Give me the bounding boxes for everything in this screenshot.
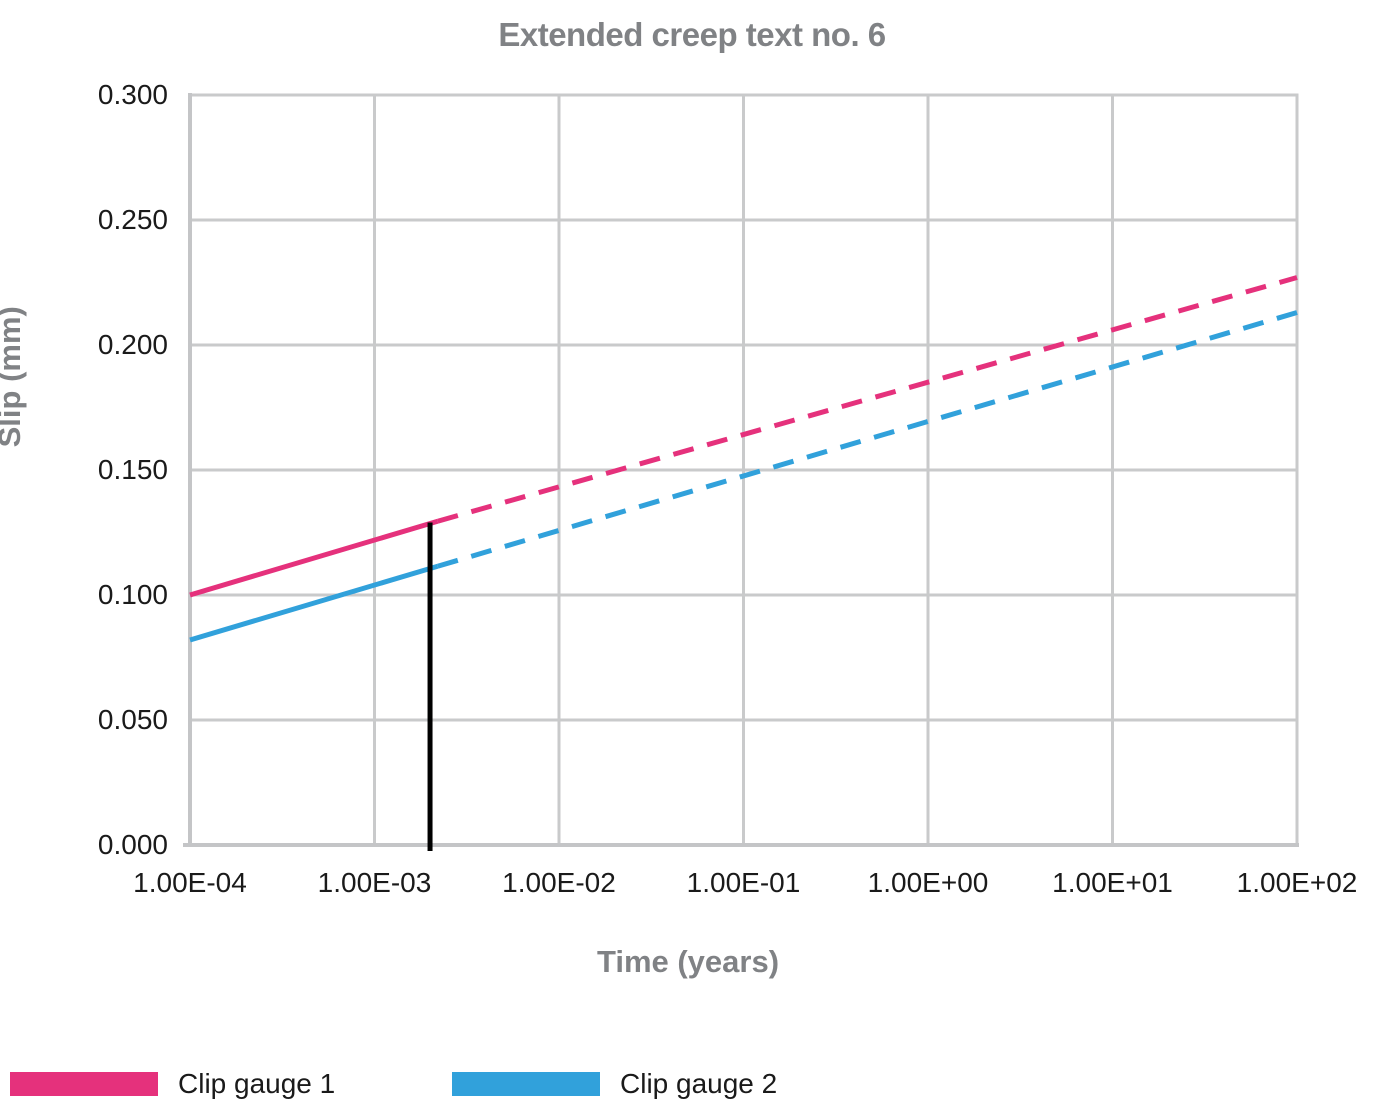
x-tick-label: 1.00E-02 xyxy=(502,867,616,898)
series-line-dashed-1 xyxy=(436,275,1298,524)
y-tick-label: 0.000 xyxy=(97,829,168,860)
legend-item-clip-gauge-2: Clip gauge 2 xyxy=(452,1068,777,1100)
y-tick-label: 0.200 xyxy=(97,329,168,360)
legend-item-clip-gauge-1: Clip gauge 1 xyxy=(10,1068,335,1100)
series-line-dashed-2 xyxy=(436,310,1298,569)
x-axis-title: Time (years) xyxy=(596,944,780,979)
legend-swatch-clip-gauge-2 xyxy=(452,1072,600,1096)
y-tick-label: 0.100 xyxy=(97,579,168,610)
x-tick-label: 1.00E-01 xyxy=(686,867,801,898)
series-line-solid-2 xyxy=(189,563,439,643)
x-tick-label: 1.00E-04 xyxy=(133,867,247,898)
y-axis-title: Slip (mm) xyxy=(0,306,27,448)
y-tick-label: 0.150 xyxy=(97,454,168,485)
x-tick-label: 1.00E+00 xyxy=(867,867,989,898)
legend: Clip gauge 1 Clip gauge 2 xyxy=(0,1062,1384,1100)
y-tick-label: 0.300 xyxy=(97,79,168,110)
series-line-solid-1 xyxy=(189,518,439,598)
x-tick-label: 1.00E+02 xyxy=(1236,867,1358,898)
chart-title: Extended creep text no. 6 xyxy=(498,16,886,53)
y-tick-label: 0.050 xyxy=(97,704,168,735)
x-tick-label: 1.00E+01 xyxy=(1052,867,1173,898)
legend-swatch-clip-gauge-1 xyxy=(10,1072,158,1096)
legend-label-clip-gauge-2: Clip gauge 2 xyxy=(620,1068,778,1099)
x-tick-label: 1.00E-03 xyxy=(317,867,432,898)
legend-label-clip-gauge-1: Clip gauge 1 xyxy=(178,1068,336,1099)
y-tick-label: 0.250 xyxy=(97,204,168,235)
